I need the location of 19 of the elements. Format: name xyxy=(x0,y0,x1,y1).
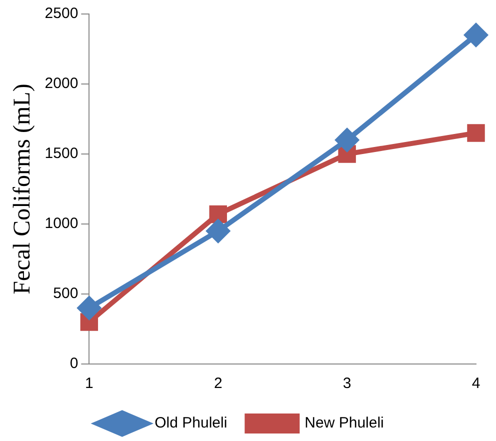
point xyxy=(464,24,488,46)
y-tick-label: 2000 xyxy=(44,75,78,92)
point xyxy=(467,124,485,142)
point xyxy=(336,128,359,152)
x-tick-label: 2 xyxy=(214,375,222,392)
y-tick-label: 500 xyxy=(53,285,78,302)
y-axis-title: Fecal Coliforms (mL) xyxy=(10,84,36,294)
legend-label: New Phuleli xyxy=(304,414,384,432)
y-tick-label: 2500 xyxy=(44,5,78,22)
x-tick-label: 1 xyxy=(84,375,94,392)
point xyxy=(209,205,227,224)
point xyxy=(206,220,230,242)
y-tick-label: 1000 xyxy=(44,215,78,232)
x-tick-label: 4 xyxy=(472,375,480,392)
y-tick-label: 1500 xyxy=(44,145,78,162)
y-tick-label: 0 xyxy=(70,355,78,372)
x-tick-label: 3 xyxy=(342,375,352,392)
legend-label: Old Phuleli xyxy=(154,414,228,432)
point xyxy=(78,296,101,320)
